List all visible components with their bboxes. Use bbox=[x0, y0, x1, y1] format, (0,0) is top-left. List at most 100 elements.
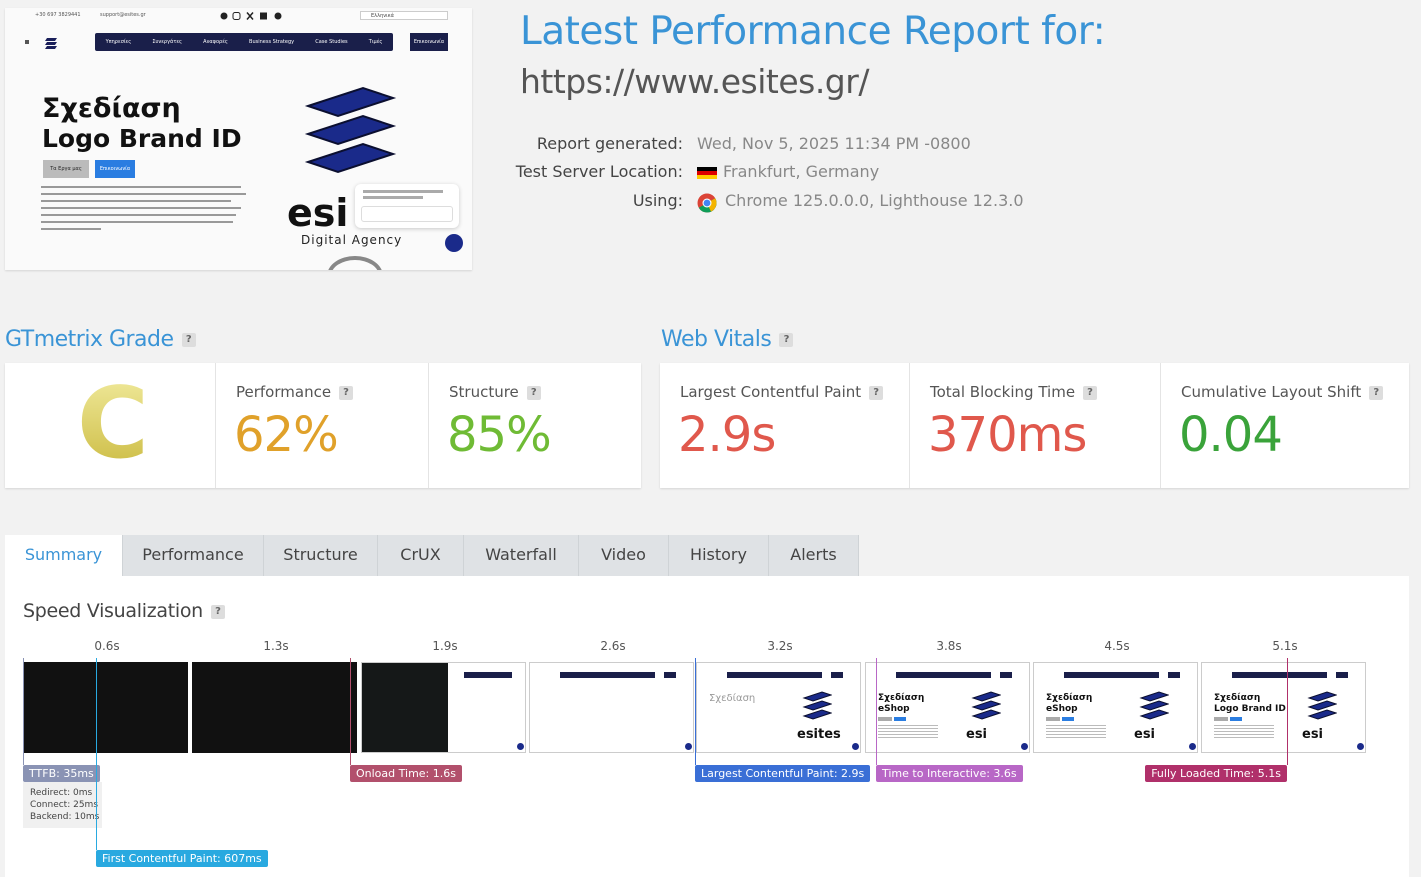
section-title: GTmetrix Grade? bbox=[5, 327, 196, 352]
grade-letter: C bbox=[77, 367, 149, 481]
filmstrip-frame: Σχεδίαση esites bbox=[696, 662, 861, 753]
frame-chat bbox=[852, 743, 859, 750]
metric-cell: Largest Contentful Paint? 2.9s bbox=[660, 363, 909, 488]
metric-cell: Structure? 85% bbox=[428, 363, 642, 488]
frame-heading: eShop bbox=[1046, 704, 1078, 714]
fcp-marker: First Contentful Paint: 607ms bbox=[96, 850, 268, 867]
frame-heading: Σχεδίαση bbox=[1046, 693, 1093, 703]
frame-time: 1.3s bbox=[263, 639, 289, 653]
report-url[interactable]: https://www.esites.gr/ bbox=[520, 62, 869, 101]
tab[interactable]: Summary bbox=[5, 535, 123, 576]
help-icon[interactable]: ? bbox=[339, 385, 354, 400]
detail-value: Wed, Nov 5, 2025 11:34 PM -0800 bbox=[697, 134, 971, 153]
preview-nav-item: Case Studies bbox=[315, 39, 348, 45]
frame-time: 1.9s bbox=[432, 639, 458, 653]
frame-chat bbox=[685, 743, 692, 750]
preview-social-icons bbox=[220, 12, 282, 20]
metric-cell: Total Blocking Time? 370ms bbox=[909, 363, 1160, 488]
help-icon[interactable]: ? bbox=[779, 333, 794, 347]
preview-brand: esi bbox=[287, 191, 349, 235]
filmstrip-frame bbox=[529, 662, 694, 753]
metric-label-text: Structure bbox=[449, 383, 519, 401]
metric-label: Largest Contentful Paint? bbox=[680, 383, 884, 401]
metric-label: Cumulative Layout Shift? bbox=[1181, 383, 1384, 401]
frame-nav bbox=[560, 672, 655, 678]
ttfb-detail: Redirect: 0ms bbox=[30, 788, 93, 798]
tab[interactable]: Structure bbox=[264, 535, 378, 576]
detail-label: Report generated: bbox=[536, 134, 683, 153]
metric-value: 62% bbox=[234, 407, 339, 463]
tti-marker: Time to Interactive: 3.6s bbox=[876, 765, 1023, 782]
preview-scroll bbox=[327, 256, 383, 270]
marker-line bbox=[23, 658, 24, 765]
frame-button bbox=[1046, 717, 1060, 721]
frame-logo bbox=[971, 691, 1002, 725]
preview-nav: Υπηρεσίες Συνεργάτες Αναφορές Business S… bbox=[95, 33, 393, 51]
tab[interactable]: Alerts bbox=[769, 535, 859, 576]
fully-loaded-marker: Fully Loaded Time: 5.1s bbox=[1145, 765, 1287, 782]
preview-heading: Σχεδίαση bbox=[42, 93, 181, 124]
tab[interactable]: Video bbox=[579, 535, 669, 576]
frame-chat bbox=[1189, 743, 1196, 750]
grade-card: C Performance? 62% Structure? 85% bbox=[5, 363, 641, 488]
frame-time: 3.2s bbox=[767, 639, 793, 653]
grade-title: GTmetrix Grade bbox=[5, 327, 174, 352]
help-icon[interactable]: ? bbox=[1083, 385, 1098, 400]
grade-cell: C bbox=[5, 363, 215, 488]
vitals-card: Largest Contentful Paint? 2.9s Total Blo… bbox=[660, 363, 1409, 488]
frame-chat bbox=[517, 743, 524, 750]
frame-chat bbox=[1357, 743, 1364, 750]
onload-marker: Onload Time: 1.6s bbox=[350, 765, 462, 782]
frame-brand: esites bbox=[797, 727, 841, 742]
preview-button: Επικοινωνία bbox=[95, 160, 135, 178]
preview-logo bbox=[304, 86, 397, 174]
preview-nav-item: Τιμές bbox=[368, 39, 383, 45]
preview-chat bbox=[355, 184, 459, 228]
germany-flag bbox=[697, 167, 717, 179]
frame-text bbox=[1046, 725, 1106, 739]
help-icon[interactable]: ? bbox=[181, 333, 196, 347]
section-title: Speed Visualization? bbox=[23, 600, 225, 622]
help-icon[interactable]: ? bbox=[526, 385, 541, 400]
frame-button bbox=[1214, 717, 1228, 721]
speed-title: Speed Visualization bbox=[23, 600, 203, 622]
metric-label-text: Cumulative Layout Shift bbox=[1181, 383, 1362, 401]
filmstrip-frame: Σχεδίαση Logo Brand ID esi bbox=[1201, 662, 1366, 753]
frame-nav-cta bbox=[1000, 672, 1012, 678]
help-icon[interactable]: ? bbox=[869, 385, 884, 400]
preview-chat-button bbox=[445, 234, 463, 252]
marker-line bbox=[695, 658, 696, 765]
marker-line bbox=[1287, 658, 1288, 765]
help-icon[interactable]: ? bbox=[1369, 385, 1384, 400]
tab[interactable]: Waterfall bbox=[464, 535, 579, 576]
tab[interactable]: History bbox=[669, 535, 769, 576]
help-icon[interactable]: ? bbox=[210, 604, 225, 619]
frame-logo-shape bbox=[1307, 691, 1338, 720]
report-title: Latest Performance Report for: bbox=[520, 9, 1106, 54]
frame-heading: Σχεδίαση bbox=[1214, 693, 1261, 703]
frame-logo-shape bbox=[1139, 691, 1170, 720]
marker-line bbox=[96, 658, 97, 850]
detail-label: Using: bbox=[632, 191, 683, 210]
tab[interactable]: CrUX bbox=[378, 535, 464, 576]
frame-heading: Logo Brand ID bbox=[1214, 704, 1286, 714]
frame-nav bbox=[727, 672, 822, 678]
filmstrip-frame bbox=[23, 662, 188, 753]
section-title: Web Vitals? bbox=[661, 327, 794, 352]
preview-nav-item: Υπηρεσίες bbox=[105, 39, 132, 45]
metric-value: 85% bbox=[447, 407, 552, 463]
frame-logo-shape bbox=[802, 691, 833, 720]
frame-button bbox=[878, 717, 892, 721]
frame-heading: Σχεδίαση bbox=[709, 693, 756, 704]
ttfb-detail: Connect: 25ms bbox=[30, 800, 99, 810]
frame-logo-shape bbox=[971, 691, 1002, 720]
frame-time: 5.1s bbox=[1272, 639, 1298, 653]
tab[interactable]: Performance bbox=[123, 535, 264, 576]
preview-chat-line bbox=[363, 190, 443, 193]
metric-value: 0.04 bbox=[1179, 407, 1283, 463]
filmstrip-frame bbox=[192, 662, 357, 753]
metric-label-text: Performance bbox=[236, 383, 332, 401]
preview-tagline: Digital Agency bbox=[301, 233, 403, 247]
marker-line bbox=[876, 658, 877, 765]
frame-logo bbox=[1139, 691, 1170, 725]
